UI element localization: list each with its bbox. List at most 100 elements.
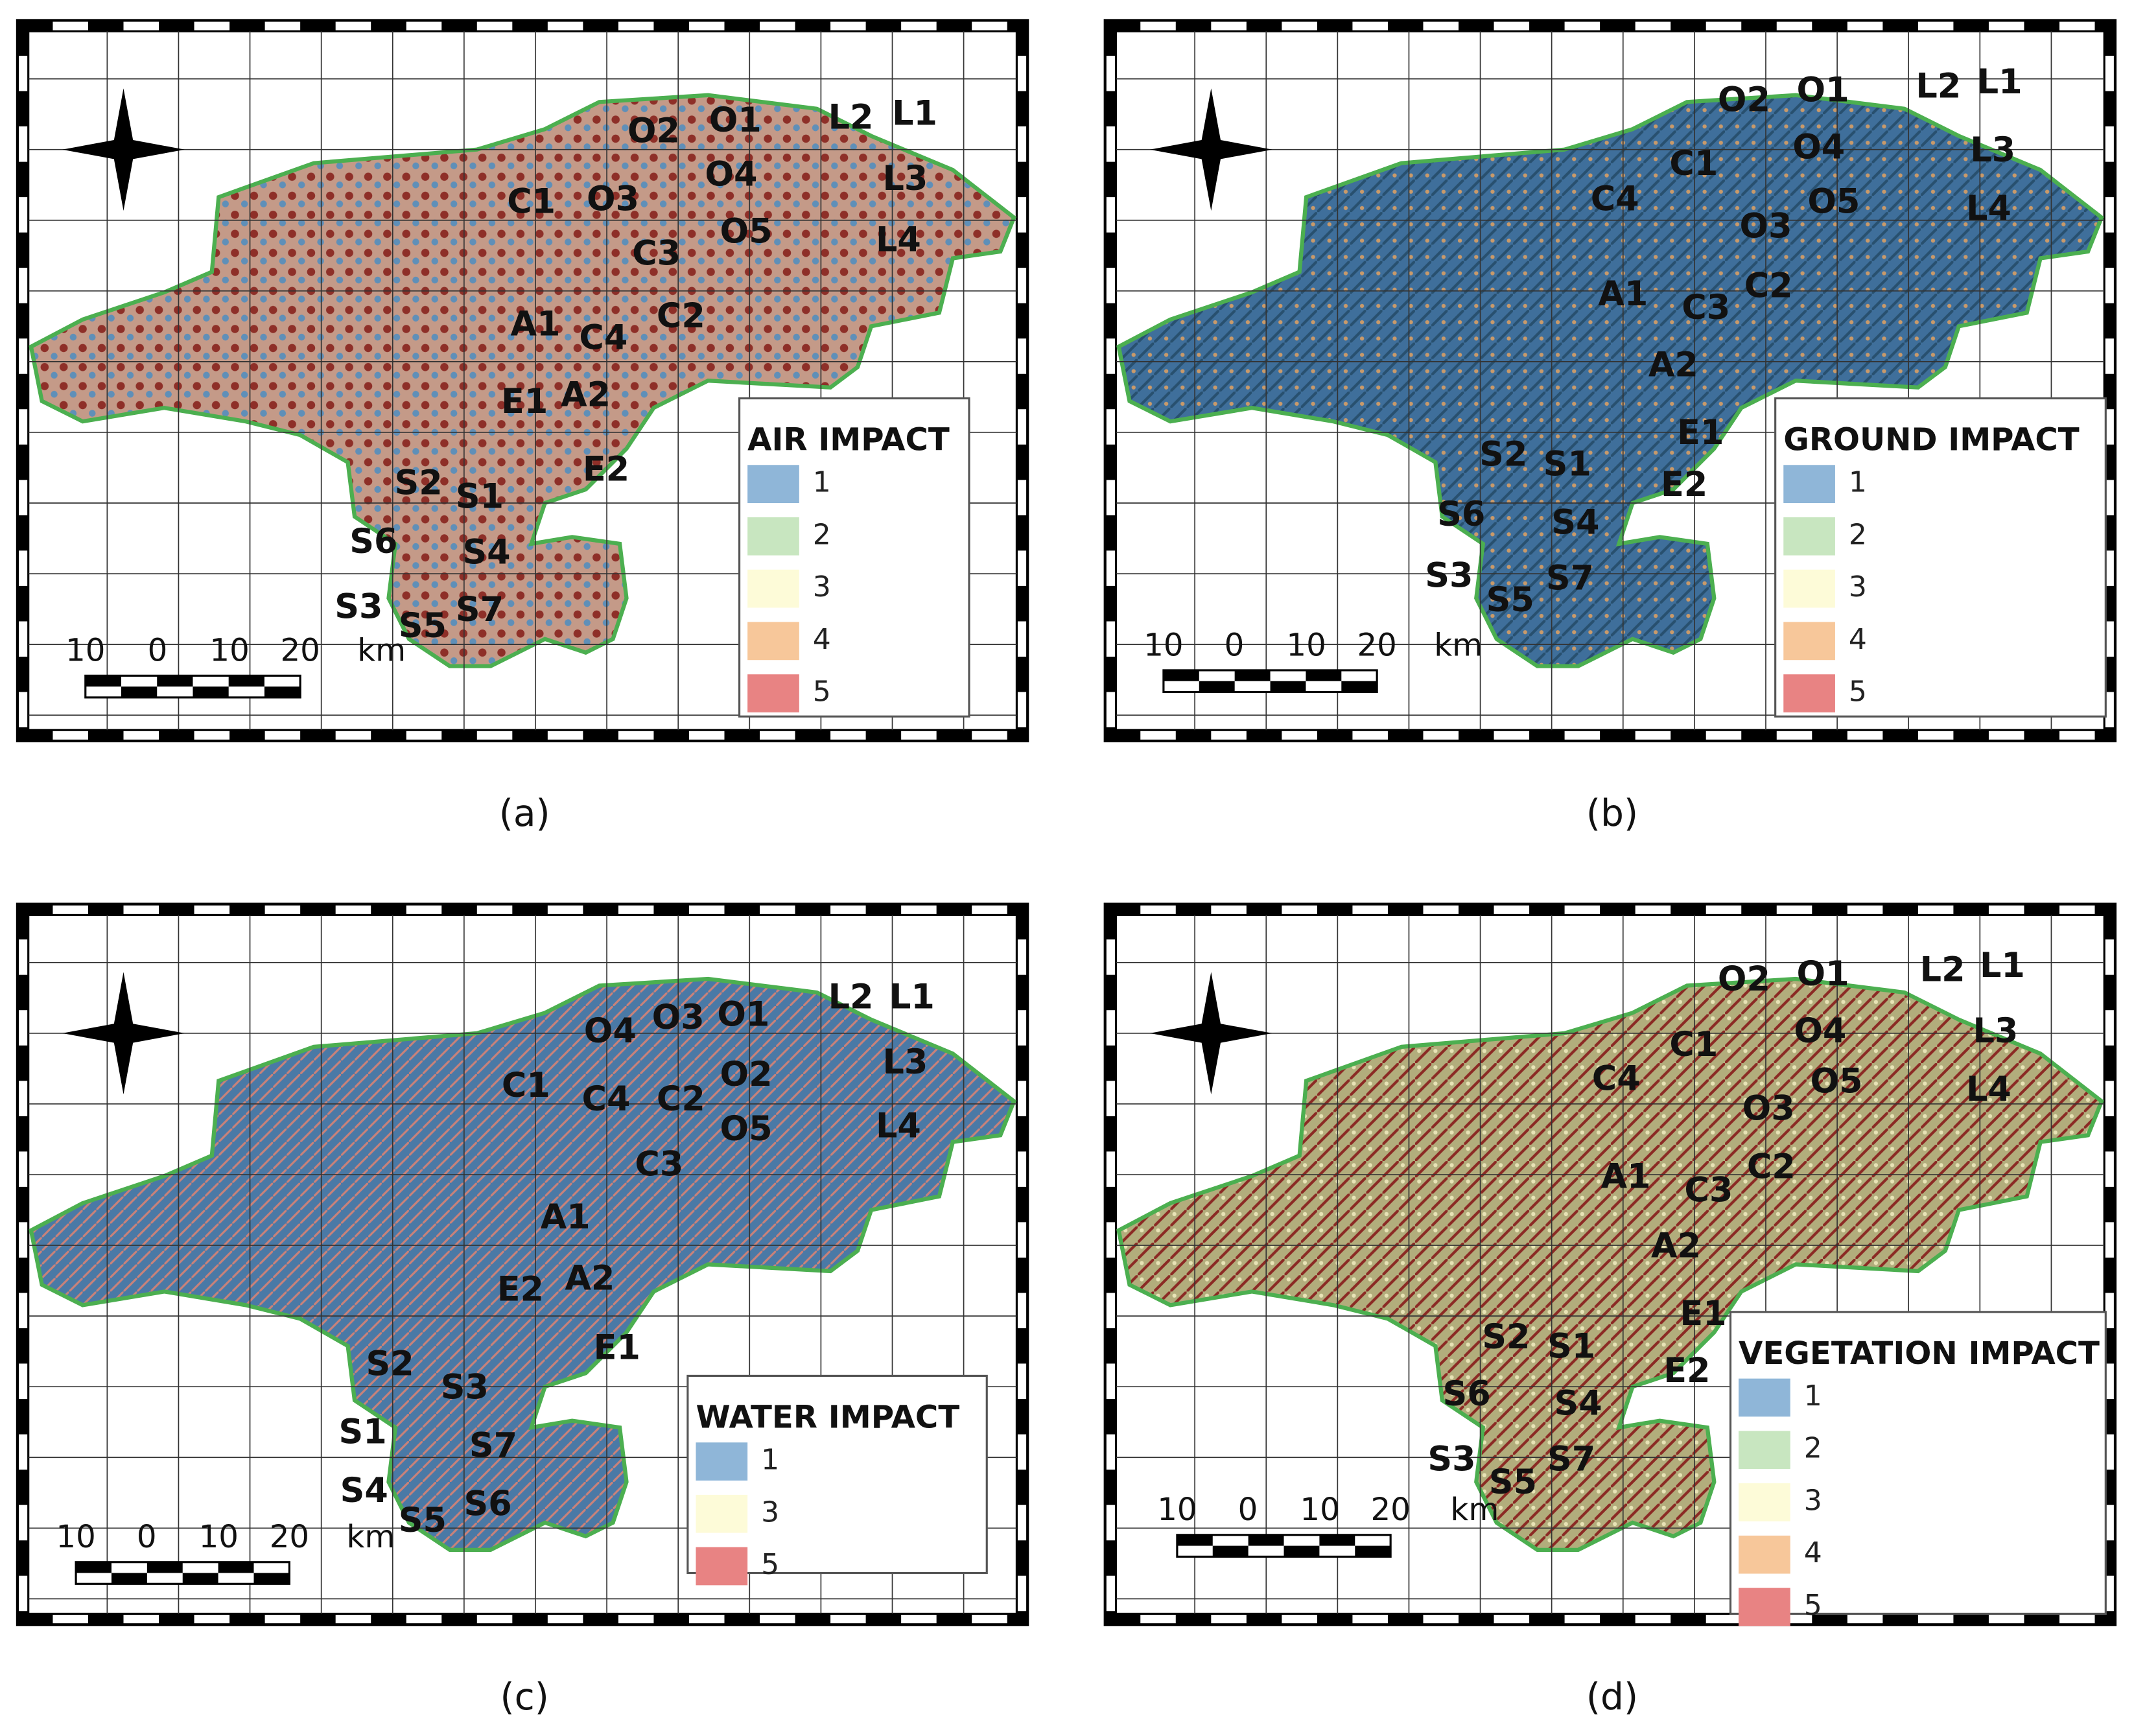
- scale-label: 10: [209, 633, 249, 669]
- site-label: S1: [339, 1413, 387, 1452]
- site-label: L2: [1920, 950, 1965, 990]
- scale-segment: [228, 675, 264, 687]
- site-label: E1: [501, 382, 548, 421]
- site-label: S7: [1546, 559, 1594, 598]
- site-label: O5: [1807, 182, 1860, 222]
- site-label: O5: [1811, 1062, 1863, 1101]
- map-panel: 10 0 10 20 km WATER IMPACT 1 3 5 L2 L1 O4 O3 O1 L3 C1 O2…: [16, 902, 1029, 1718]
- site-label: L3: [882, 1042, 928, 1082]
- north-arrow: [62, 88, 185, 211]
- legend-swatch: [696, 1494, 748, 1533]
- legend-swatch: [696, 1442, 748, 1481]
- site-label: E1: [1677, 413, 1724, 452]
- scale-segment: [1284, 1545, 1320, 1557]
- legend-item: 5: [761, 1548, 779, 1581]
- site-label: C3: [632, 233, 681, 273]
- scale-segment: [193, 686, 229, 698]
- legend-item: 3: [1849, 570, 1867, 604]
- scale-segment: [157, 675, 193, 687]
- legend-swatch: [747, 465, 799, 503]
- legend-swatch: [1739, 1483, 1790, 1521]
- legend-item: 5: [1849, 675, 1867, 709]
- site-label: L1: [1980, 946, 2025, 985]
- site-label: C3: [1684, 1170, 1733, 1210]
- site-label: O1: [1797, 71, 1849, 110]
- scale-segment: [111, 1573, 147, 1584]
- site-label: L4: [876, 220, 921, 259]
- site-label: C4: [582, 1079, 631, 1119]
- site-label: C4: [1592, 1059, 1641, 1098]
- legend-swatch: [1783, 517, 1835, 556]
- site-label: S4: [1551, 503, 1599, 543]
- site-label: O5: [720, 212, 773, 252]
- legend-swatch: [1783, 674, 1835, 712]
- site-label: S5: [1489, 1462, 1537, 1502]
- site-label: S7: [1547, 1440, 1595, 1479]
- site-label: S5: [399, 1501, 447, 1540]
- scale-segment: [121, 686, 158, 698]
- site-label: S6: [1437, 495, 1485, 534]
- map-panel: 10 0 10 20 km VEGETATION IMPACT 1 2 3 4 5 O2 O1 L2 L1 C…: [1103, 902, 2117, 1718]
- legend-title: AIR IMPACT: [747, 422, 950, 458]
- site-label: O1: [1797, 954, 1849, 994]
- site-label: A1: [510, 304, 560, 344]
- panel-caption: (b): [1586, 792, 1638, 835]
- map-frame-inner: [1114, 913, 2105, 1615]
- legend-swatch: [1783, 622, 1835, 661]
- site-label: O4: [1792, 128, 1845, 167]
- site-label: E2: [1661, 465, 1707, 504]
- site-label: C4: [1591, 179, 1639, 218]
- site-label: C2: [1747, 1147, 1796, 1187]
- legend-item: 1: [1849, 466, 1867, 499]
- scale-segment: [147, 1562, 183, 1573]
- legend-item: 5: [813, 675, 831, 709]
- legend-item: 4: [813, 623, 831, 656]
- site-label: S4: [340, 1471, 388, 1510]
- scale-label: km: [346, 1519, 395, 1555]
- site-label: S4: [462, 533, 510, 572]
- site-label: S3: [441, 1367, 489, 1407]
- site-label: S2: [394, 463, 442, 503]
- scale-segment: [1199, 681, 1235, 692]
- site-label: E1: [1680, 1294, 1726, 1333]
- legend-item: 2: [1804, 1432, 1822, 1465]
- scale-label: 0: [137, 1519, 157, 1555]
- site-label: S4: [1554, 1384, 1602, 1424]
- site-label: S5: [399, 606, 447, 646]
- legend-title: GROUND IMPACT: [1783, 422, 2080, 458]
- site-label: A2: [561, 375, 611, 414]
- site-label: O5: [720, 1109, 773, 1149]
- scale-segment: [264, 686, 301, 698]
- site-label: C1: [1669, 1025, 1718, 1064]
- site-label: O1: [717, 995, 769, 1035]
- site-label: L4: [1966, 189, 2011, 228]
- site-label: L1: [892, 93, 937, 133]
- legend-item: 1: [813, 466, 831, 499]
- legend-swatch: [747, 517, 799, 556]
- panel-caption: (a): [499, 792, 550, 835]
- site-label: A1: [1600, 1156, 1650, 1196]
- site-label: L4: [1966, 1070, 2011, 1109]
- legend-swatch: [747, 622, 799, 661]
- legend-swatch: [747, 569, 799, 608]
- scale-label: 10: [65, 633, 105, 669]
- site-label: S2: [366, 1344, 414, 1384]
- scale-label: km: [357, 633, 406, 669]
- site-label: A2: [1648, 345, 1698, 384]
- site-label: E2: [497, 1269, 544, 1309]
- site-label: O3: [587, 179, 639, 218]
- site-label: S2: [1479, 435, 1527, 475]
- site-label: S7: [456, 590, 504, 629]
- scale-label: 10: [199, 1519, 239, 1555]
- site-label: A2: [565, 1259, 615, 1298]
- legend-box: [1729, 1311, 2107, 1615]
- region: [29, 976, 1017, 1553]
- region: [1116, 93, 2104, 668]
- scale-label: 10: [1143, 627, 1183, 663]
- site-label: O4: [705, 155, 757, 194]
- site-label: C1: [507, 182, 556, 222]
- legend-swatch: [1783, 465, 1835, 503]
- site-label: L3: [882, 159, 928, 198]
- scale-label: 0: [1238, 1492, 1258, 1528]
- site-label: S6: [349, 522, 397, 561]
